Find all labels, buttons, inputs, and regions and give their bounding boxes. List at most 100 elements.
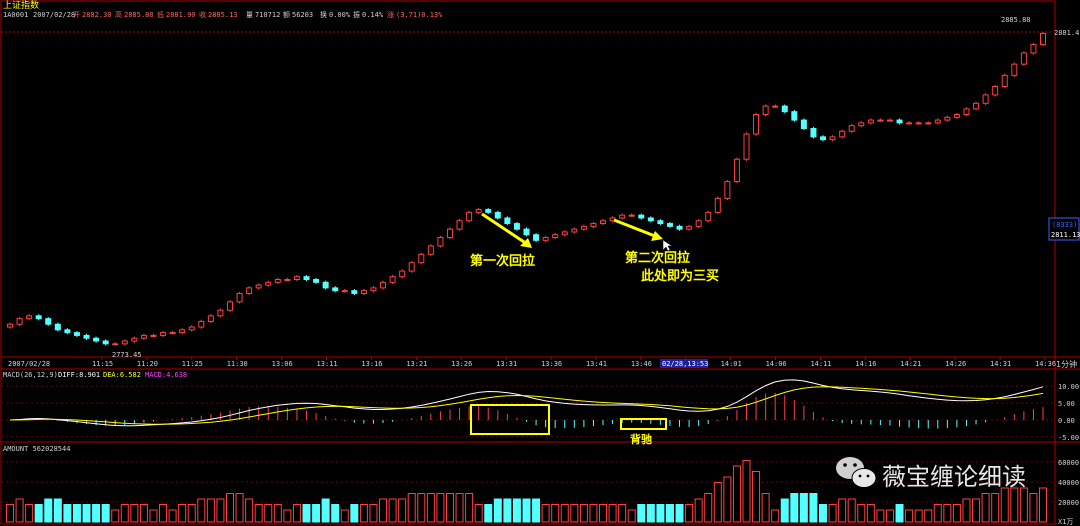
divergence-label: 背驰 xyxy=(630,432,652,446)
divergence-box-2 xyxy=(620,418,667,430)
amount-bar xyxy=(589,504,598,523)
amount-bar xyxy=(627,509,636,523)
candle-body xyxy=(858,122,865,127)
candle-body xyxy=(915,122,922,125)
amount-label: 额 xyxy=(283,10,290,19)
candle-body xyxy=(829,136,836,141)
first-pullback-arrow xyxy=(481,212,531,248)
amount-bar xyxy=(398,498,407,523)
time-tick-label: 11:15 xyxy=(92,360,113,368)
candle-body xyxy=(389,276,396,283)
candle-body xyxy=(657,220,664,225)
candle-body xyxy=(26,315,33,320)
amount-bar xyxy=(933,504,942,523)
candle-body xyxy=(580,225,587,230)
third-buy-label: 此处即为三买 xyxy=(641,268,719,284)
candle-body xyxy=(552,234,559,239)
amount-bar xyxy=(312,504,321,523)
candle-body xyxy=(1011,63,1018,76)
candle-body xyxy=(877,119,884,122)
amount-bar xyxy=(225,493,234,523)
candle-body xyxy=(380,281,387,289)
candle-body xyxy=(542,237,549,241)
macd-axis-label: 10.00 xyxy=(1058,383,1079,391)
volume-value: 710712 xyxy=(255,11,280,19)
amount-bar xyxy=(1019,487,1028,523)
candle-body xyxy=(906,122,913,125)
header-info: 1A0001 2007/02/28 开 2882.30 高 2885.88 低 … xyxy=(3,10,443,19)
candles xyxy=(7,31,1046,346)
second-pullback-arrow xyxy=(613,218,661,240)
candle-body xyxy=(7,323,13,328)
amount-bar xyxy=(780,498,789,523)
amount-bar xyxy=(809,493,818,523)
wechat-icon xyxy=(836,457,877,488)
index-code: 1A0001 xyxy=(3,11,28,19)
candle-body xyxy=(332,287,339,292)
candle-body xyxy=(1001,74,1008,88)
candle-body xyxy=(896,119,903,124)
candle-body xyxy=(992,86,999,96)
amount-bar xyxy=(838,498,847,523)
amount-bar xyxy=(991,493,1000,523)
close-value: 2885.13 xyxy=(208,11,238,19)
candle-body xyxy=(753,113,760,135)
candle-body xyxy=(179,329,186,334)
candle-body xyxy=(246,287,253,294)
amount-bar xyxy=(943,504,952,523)
amount-bar xyxy=(704,493,713,523)
time-tick-label: 14:11 xyxy=(810,360,831,368)
amount-bar xyxy=(6,504,14,523)
time-tick-label: 14:01 xyxy=(721,360,742,368)
amount-bar xyxy=(417,493,426,523)
amount-bar xyxy=(34,504,43,523)
time-tick-label: 11:30 xyxy=(227,360,248,368)
amount-bar xyxy=(876,509,885,523)
candle-body xyxy=(93,337,100,342)
price-box-bottom: 2811.13 xyxy=(1051,231,1080,239)
candle-body xyxy=(341,290,348,293)
amount-bar xyxy=(637,504,646,523)
low-label: 低 xyxy=(157,10,164,19)
time-tick-label: 13:16 xyxy=(361,360,382,368)
amount-bar xyxy=(608,504,617,523)
macd-bars xyxy=(19,392,1044,429)
low-value: 2881.90 xyxy=(166,11,196,19)
amount-bar xyxy=(713,482,722,523)
candle-body xyxy=(150,334,157,337)
amount-bar xyxy=(15,498,24,523)
candle-body xyxy=(733,158,740,183)
candle-body xyxy=(418,253,425,264)
candle-body xyxy=(820,136,827,141)
candle-body xyxy=(628,214,635,217)
amount-bar xyxy=(197,498,206,523)
time-tick-label: 14:16 xyxy=(855,360,876,368)
amount-bar xyxy=(512,498,521,523)
amount-bar xyxy=(771,509,780,523)
amount-bar xyxy=(359,504,368,523)
cursor-time-label: 02/28,13:53 xyxy=(662,360,708,368)
candle-body xyxy=(705,211,712,222)
time-tick-label: 14:31 xyxy=(990,360,1011,368)
amount-bar xyxy=(187,504,196,523)
amount-bar xyxy=(885,509,894,523)
amount-bar xyxy=(445,493,454,523)
candle-body xyxy=(848,125,855,132)
amount-bar xyxy=(206,498,215,523)
candle-body xyxy=(456,220,463,230)
amount-bar xyxy=(149,509,158,523)
candle-body xyxy=(198,320,205,328)
candle-body xyxy=(676,225,683,230)
amount-bar xyxy=(245,498,254,523)
amplitude-label: 振 xyxy=(353,10,360,19)
candle-body xyxy=(485,209,492,213)
candle-body xyxy=(466,211,473,222)
amount-bar xyxy=(675,504,684,523)
amount-bar xyxy=(455,493,464,523)
candle-body xyxy=(255,284,262,289)
time-tick-label: 14:26 xyxy=(945,360,966,368)
candle-body xyxy=(638,214,645,219)
amount-bar xyxy=(819,504,828,523)
second-pullback-label: 第二次回拉 xyxy=(625,250,690,266)
amount-bar xyxy=(924,509,933,523)
